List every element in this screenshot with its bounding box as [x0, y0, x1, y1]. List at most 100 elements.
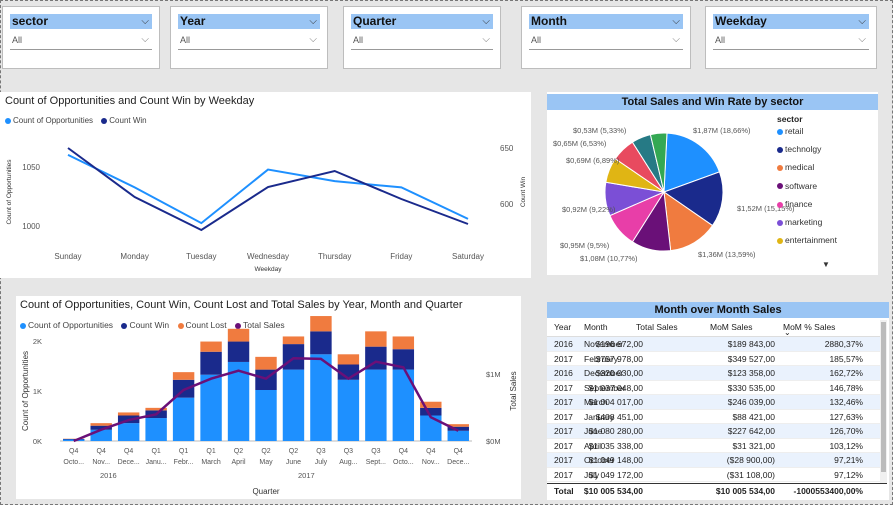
- table-cell: $1 080 280,00: [588, 426, 643, 436]
- table-scrollbar[interactable]: [880, 320, 887, 484]
- table-cell: 2017: [554, 455, 573, 465]
- chevron-down-icon[interactable]: ⌵: [482, 16, 490, 27]
- legend-more-icon[interactable]: ▼: [822, 260, 830, 269]
- bar-segment: [282, 336, 305, 345]
- bar-segment: [420, 415, 442, 441]
- bar-segment: [255, 390, 277, 441]
- y-axis-label-left: Count of Opportunities: [6, 159, 13, 225]
- bar-segment: [227, 361, 250, 441]
- legend-item[interactable]: Total Sales: [235, 320, 285, 330]
- table-cell: $88 421,00: [732, 411, 775, 422]
- slicer-dropdown[interactable]: All ⌵: [178, 32, 320, 50]
- table-row[interactable]: 2017 April $1 035 338,00 $31 321,00 103,12%: [547, 439, 887, 453]
- pie-legend: retail technolgy medical software finance mar…: [777, 126, 837, 253]
- legend-dot-icon: [20, 322, 26, 329]
- table-cell: 2017: [554, 353, 573, 364]
- bar-segment: [310, 316, 332, 332]
- slicer-dropdown[interactable]: All ⌵: [10, 32, 152, 50]
- quarter-tick-label: Q4: [454, 448, 463, 455]
- chevron-down-icon[interactable]: ⌵: [141, 16, 149, 27]
- column-header[interactable]: Year: [554, 322, 572, 332]
- slicer-dropdown[interactable]: All ⌵: [529, 32, 683, 50]
- chevron-down-icon[interactable]: ⌵: [858, 16, 866, 27]
- table-row[interactable]: 2017 March $1 004 017,00 $246 039,00 132,46%: [547, 395, 887, 410]
- x-axis-label: Weekday: [255, 266, 283, 273]
- sort-arrow-icon[interactable]: ⌄: [784, 328, 791, 337]
- table-row[interactable]: 2017 September $1 037 048,00 $330 535,00 146…: [547, 381, 887, 395]
- legend-item[interactable]: Count Win: [101, 116, 147, 125]
- legend-item[interactable]: medical: [777, 162, 837, 180]
- table-cell: 97,21%: [834, 455, 863, 465]
- legend-item[interactable]: entertainment: [777, 235, 837, 253]
- legend-item[interactable]: finance: [777, 199, 837, 217]
- legend-item[interactable]: Count Lost: [177, 320, 227, 330]
- table-cell: 2016: [554, 339, 573, 349]
- quarter-tick-label: Q2: [289, 448, 298, 455]
- chevron-down-icon[interactable]: ⌵: [309, 16, 317, 27]
- slicer-month[interactable]: Month ⌵ All ⌵: [521, 6, 691, 69]
- bar-segment: [145, 407, 167, 411]
- legend-item[interactable]: technolgy: [777, 144, 837, 162]
- x-tick-label: Friday: [390, 252, 412, 261]
- month-tick-label: Dece...: [118, 459, 140, 466]
- legend-item[interactable]: Count Win: [121, 320, 169, 330]
- slicer-weekday[interactable]: Weekday ⌵ All ⌵: [705, 6, 877, 69]
- sector-pie-chart-card[interactable]: Total Sales and Win Rate by sector $1,87…: [547, 92, 878, 275]
- legend-dot-icon: [177, 322, 184, 329]
- table-row[interactable]: 2017 June $1 080 280,00 $227 642,00 126,70%: [547, 424, 887, 439]
- bar-segment: [337, 379, 360, 441]
- table-cell: ($28 900,00): [726, 455, 775, 465]
- bar-segment: [310, 331, 332, 355]
- x-tick-label: Sunday: [54, 252, 81, 261]
- slicer-quarter[interactable]: Quarter ⌵ All ⌵: [343, 6, 501, 69]
- table-cell: 162,72%: [829, 368, 863, 378]
- slicer-sector[interactable]: sector ⌵ All ⌵: [2, 6, 160, 69]
- legend-label: Count of Opportunities: [13, 116, 94, 125]
- mom-sales-table-card[interactable]: Month over Month Sales Year Month Total …: [547, 302, 889, 500]
- column-header[interactable]: Total Sales: [636, 322, 678, 332]
- table-row[interactable]: 2017 January $408 451,00 $88 421,00 127,63%: [547, 410, 887, 424]
- slicer-dropdown[interactable]: All ⌵: [351, 32, 493, 50]
- ymq-combo-chart-card[interactable]: Count of Opportunities, Count Win, Count…: [16, 296, 521, 499]
- legend-item[interactable]: marketing: [777, 217, 837, 235]
- legend-dot-icon: [777, 128, 783, 135]
- year-label: 2016: [100, 471, 117, 480]
- table-cell: $330 535,00: [727, 382, 775, 393]
- legend-item[interactable]: Count of Opportunities: [5, 116, 93, 125]
- column-header[interactable]: MoM Sales: [710, 322, 753, 332]
- chevron-down-icon[interactable]: ⌵: [672, 16, 680, 27]
- table-footer: Total $10 005 534,00 $10 005 534,00 -100…: [547, 483, 887, 498]
- table-row[interactable]: 2016 December $320 030,00 $123 358,00 162,72…: [547, 366, 887, 381]
- table-row[interactable]: 2017 February $757 978,00 $349 527,00 185,57…: [547, 352, 887, 366]
- bar-segment: [420, 401, 442, 408]
- legend-item[interactable]: software: [777, 181, 837, 199]
- month-tick-label: April: [232, 459, 246, 466]
- column-header[interactable]: Month: [584, 322, 608, 332]
- chevron-down-icon: ⌵: [309, 34, 317, 45]
- bar-segment: [255, 356, 277, 370]
- slicer-year[interactable]: Year ⌵ All ⌵: [170, 6, 328, 69]
- slice-label: $0,53M (5,33%): [573, 126, 627, 135]
- bar-segment: [420, 407, 442, 416]
- chevron-down-icon: ⌵: [858, 34, 866, 45]
- bar-segment: [365, 369, 387, 441]
- slice-label: $0,69M (6,89%): [566, 156, 620, 165]
- legend-item[interactable]: retail: [777, 126, 837, 144]
- bar-segment: [392, 369, 415, 441]
- table-row[interactable]: 2017 October $1 049 148,00 ($28 900,00) 97,2…: [547, 453, 887, 468]
- column-header[interactable]: MoM % Sales: [783, 322, 836, 332]
- quarter-tick-label: Q4: [97, 448, 106, 455]
- table-cell: 127,63%: [829, 411, 863, 422]
- table-row[interactable]: 2017 July $1 049 172,00 ($31 108,00) 97,12%: [547, 468, 887, 482]
- quarter-tick-label: Q1: [179, 448, 188, 455]
- total-mom-sales: $10 005 534,00: [715, 486, 775, 496]
- table-cell: $1 037 048,00: [588, 382, 643, 393]
- table-cell: 146,78%: [829, 382, 863, 393]
- legend-label: marketing: [785, 216, 823, 227]
- legend-item[interactable]: Count of Opportunities: [20, 320, 113, 330]
- quarter-tick-label: Q4: [124, 448, 133, 455]
- weekday-line-chart-card[interactable]: Count of Opportunities and Count Win by …: [0, 92, 531, 278]
- table-row[interactable]: 2016 November $196 672,00 $189 843,00 2880,3…: [547, 337, 887, 352]
- slicer-dropdown[interactable]: All ⌵: [713, 32, 869, 50]
- scrollbar-thumb[interactable]: [881, 322, 886, 472]
